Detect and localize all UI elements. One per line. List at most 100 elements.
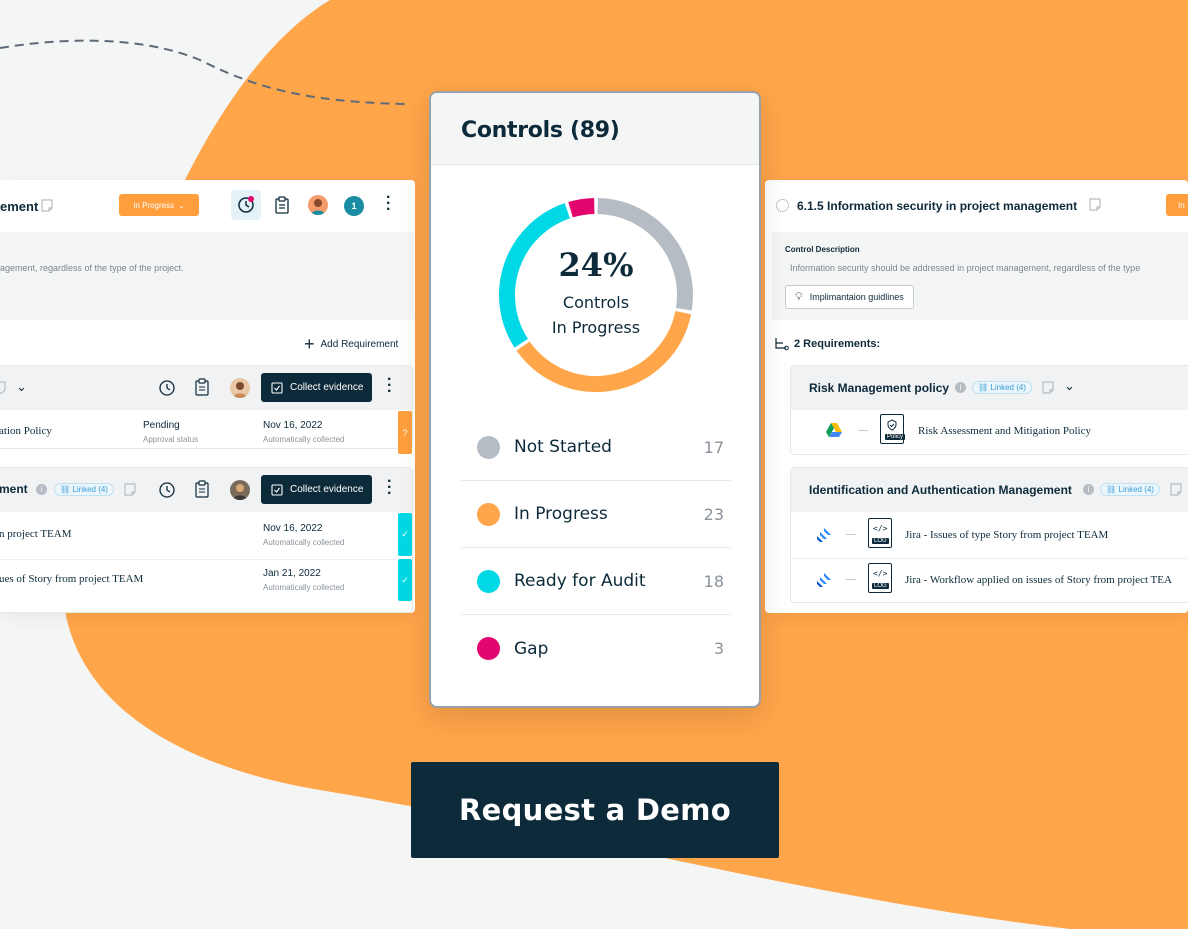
status-label: In <box>1178 200 1185 210</box>
jira-icon <box>817 528 831 542</box>
right-control-panel: 6.1.5 Information security in project ma… <box>765 180 1188 613</box>
legend-count: 17 <box>703 437 724 457</box>
note-icon[interactable] <box>0 381 7 395</box>
legend-count: 23 <box>703 504 724 524</box>
controls-donut-chart <box>499 198 693 392</box>
requirement-group: Risk Management policy i ⛓ Linked (4) ⌄ … <box>790 365 1188 455</box>
connector-line <box>846 579 856 580</box>
avatar[interactable] <box>230 480 250 500</box>
evidence-name[interactable]: ation Policy <box>0 425 52 437</box>
evidence-name[interactable]: ues of Story from project TEAM <box>0 573 144 585</box>
linked-badge[interactable]: ⛓ Linked (4) <box>1100 483 1160 496</box>
log-file-icon: </> LOG <box>868 518 892 548</box>
donut-segment-in-progress <box>516 310 692 392</box>
description-heading: Control Description <box>785 245 860 254</box>
legend-row[interactable]: Not Started 17 <box>461 414 731 481</box>
linked-badge[interactable]: ⛓ Linked (4) <box>972 381 1032 394</box>
note-icon[interactable] <box>1169 483 1183 497</box>
collect-evidence-button[interactable]: Collect evidence <box>261 373 372 402</box>
log-file-icon: </> LOG <box>868 563 892 593</box>
requirement-group: ⌄ Collect evidence · · · ation Policy Pend… <box>0 365 413 454</box>
requirement-title[interactable]: ment <box>0 482 28 496</box>
description-text: Information security should be addressed… <box>790 263 1141 273</box>
chevron-down-icon: ⌄ <box>178 200 185 210</box>
plus-icon: + <box>304 334 315 354</box>
more-menu-icon[interactable]: · · · <box>386 189 392 218</box>
note-icon[interactable] <box>1041 381 1055 395</box>
evidence-name[interactable]: Jira - Issues of type Story from project… <box>905 529 1109 541</box>
guidelines-button[interactable]: 💡︎ Implimantaion guidlines <box>785 285 914 309</box>
left-control-panel: ement In Progress ⌄ 1 · · · agement, regar… <box>0 180 415 613</box>
legend-dot <box>477 502 500 526</box>
evidence-name[interactable]: Jira - Workflow applied on issues of Sto… <box>905 574 1172 586</box>
file-type-badge: LOG <box>872 538 889 544</box>
legend-dot <box>477 569 500 593</box>
linked-label: Linked (4) <box>72 485 108 494</box>
avatar[interactable] <box>308 195 328 215</box>
collect-evidence-button[interactable]: Collect evidence <box>261 475 372 504</box>
note-icon[interactable] <box>40 199 54 213</box>
evidence-name[interactable]: n project TEAM <box>0 528 72 540</box>
jira-icon <box>817 573 831 587</box>
clipboard-button[interactable] <box>267 190 297 220</box>
card-title: Controls (89) <box>461 118 620 143</box>
clipboard-icon[interactable] <box>194 480 210 498</box>
evidence-date: Nov 16, 2022 <box>263 523 323 534</box>
clipboard-icon[interactable] <box>194 378 210 396</box>
control-title: ement <box>0 199 39 214</box>
history-icon[interactable] <box>157 378 177 398</box>
file-type-badge: LOG <box>872 583 889 589</box>
requirement-title[interactable]: Risk Management policy <box>809 381 950 395</box>
legend-dot <box>477 435 500 459</box>
pending-status-tab[interactable]: ? <box>398 411 412 454</box>
status-label: In Progress <box>133 200 175 210</box>
collected-status-tab[interactable]: ✓ <box>398 513 412 556</box>
evidence-name[interactable]: Risk Assessment and Mitigation Policy <box>918 425 1091 437</box>
legend-label: Ready for Audit <box>514 571 646 591</box>
dashed-path <box>0 39 406 105</box>
code-icon: </> <box>873 524 888 533</box>
info-icon[interactable]: i <box>1083 484 1094 495</box>
legend-row[interactable]: Ready for Audit 18 <box>461 548 731 615</box>
connector-line <box>846 534 856 535</box>
note-icon[interactable] <box>1088 198 1102 212</box>
more-menu-icon[interactable]: · · · <box>387 473 393 502</box>
note-icon[interactable] <box>123 483 137 497</box>
user-avatar-icon <box>233 382 247 398</box>
legend-row[interactable]: In Progress 23 <box>461 481 731 548</box>
control-title: 6.1.5 Information security in project ma… <box>797 199 1078 213</box>
more-menu-icon[interactable]: · · · <box>387 371 393 400</box>
evidence-status: Pending <box>143 420 180 431</box>
request-demo-button[interactable]: Request a Demo <box>411 762 779 858</box>
requirement-title[interactable]: Identification and Authentication Manage… <box>809 483 1072 497</box>
history-icon <box>238 196 254 213</box>
history-icon[interactable] <box>157 480 177 500</box>
controls-summary-card: Controls (89) 24% Controls In Progress N… <box>429 91 761 708</box>
status-dropdown[interactable]: In Progress ⌄ <box>119 194 199 216</box>
clipboard-check-icon <box>271 484 283 496</box>
donut-segment-gap <box>568 198 595 218</box>
chevron-down-icon[interactable]: ⌄ <box>1064 378 1075 393</box>
user-avatar-icon <box>311 199 325 215</box>
evidence-date-sub: Automatically collected <box>263 583 345 592</box>
legend-row[interactable]: Gap 3 <box>461 615 731 682</box>
collect-evidence-label: Collect evidence <box>290 484 364 495</box>
status-dropdown[interactable]: In <box>1166 194 1188 216</box>
comments-badge[interactable]: 1 <box>344 196 364 216</box>
history-button[interactable] <box>231 190 261 220</box>
linked-badge[interactable]: ⛓ Linked (4) <box>54 483 114 496</box>
collected-status-tab[interactable]: ✓ <box>398 559 412 601</box>
description-box: agement, regardless of the type of the p… <box>0 232 414 320</box>
clipboard-check-icon <box>271 382 283 394</box>
chevron-down-icon[interactable]: ⌄ <box>16 379 27 394</box>
donut-segment-not-started <box>597 198 693 311</box>
evidence-status-sub: Approval status <box>143 435 199 444</box>
info-icon[interactable]: i <box>955 382 966 393</box>
requirements-header: 2 Requirements: <box>774 337 880 351</box>
requirements-count: 2 Requirements: <box>794 338 881 350</box>
add-requirement-button[interactable]: + Add Requirement <box>304 334 399 354</box>
avatar[interactable] <box>230 378 250 398</box>
add-requirement-label: Add Requirement <box>320 338 399 350</box>
info-icon[interactable]: i <box>36 484 47 495</box>
file-type-badge: Policy <box>885 434 906 440</box>
